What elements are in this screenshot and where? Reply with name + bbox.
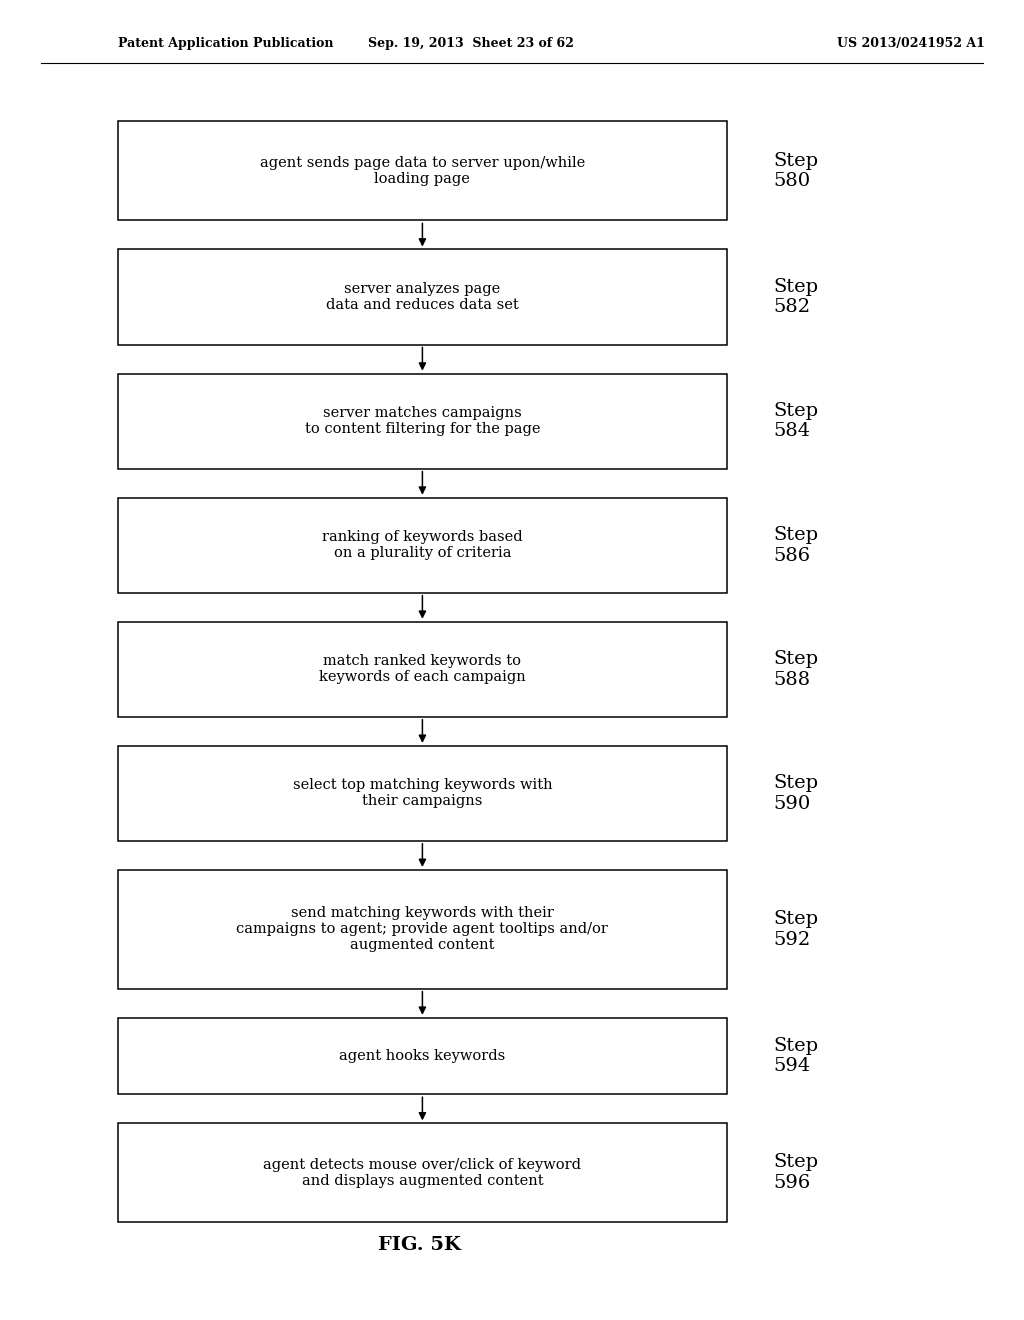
Text: agent sends page data to server upon/while
loading page: agent sends page data to server upon/whi…: [260, 156, 585, 186]
Bar: [118, 1123, 727, 1222]
Text: Step
590: Step 590: [773, 774, 818, 813]
Text: select top matching keywords with
their campaigns: select top matching keywords with their …: [293, 779, 552, 808]
Text: server matches campaigns
to content filtering for the page: server matches campaigns to content filt…: [305, 407, 540, 436]
Text: Step
584: Step 584: [773, 401, 818, 441]
Text: US 2013/0241952 A1: US 2013/0241952 A1: [838, 37, 985, 50]
Text: Step
588: Step 588: [773, 649, 818, 689]
Bar: [118, 622, 727, 717]
Bar: [118, 374, 727, 469]
Text: match ranked keywords to
keywords of each campaign: match ranked keywords to keywords of eac…: [319, 655, 525, 684]
Text: agent hooks keywords: agent hooks keywords: [339, 1049, 506, 1063]
Text: send matching keywords with their
campaigns to agent; provide agent tooltips and: send matching keywords with their campai…: [237, 906, 608, 953]
Text: Step
594: Step 594: [773, 1036, 818, 1076]
Bar: [118, 121, 727, 220]
Bar: [118, 249, 727, 345]
Bar: [118, 498, 727, 593]
Text: Patent Application Publication: Patent Application Publication: [118, 37, 333, 50]
Bar: [118, 870, 727, 989]
Text: Step
596: Step 596: [773, 1154, 818, 1192]
Text: Step
592: Step 592: [773, 909, 818, 949]
Text: Step
580: Step 580: [773, 152, 818, 190]
Text: Step
582: Step 582: [773, 277, 818, 317]
Text: Sep. 19, 2013  Sheet 23 of 62: Sep. 19, 2013 Sheet 23 of 62: [368, 37, 574, 50]
Bar: [118, 746, 727, 841]
Text: agent detects mouse over/click of keyword
and displays augmented content: agent detects mouse over/click of keywor…: [263, 1158, 582, 1188]
Text: Step
586: Step 586: [773, 525, 818, 565]
Bar: [118, 1018, 727, 1094]
Text: ranking of keywords based
on a plurality of criteria: ranking of keywords based on a plurality…: [323, 531, 522, 560]
Text: server analyzes page
data and reduces data set: server analyzes page data and reduces da…: [326, 282, 519, 312]
Text: FIG. 5K: FIG. 5K: [379, 1236, 461, 1254]
